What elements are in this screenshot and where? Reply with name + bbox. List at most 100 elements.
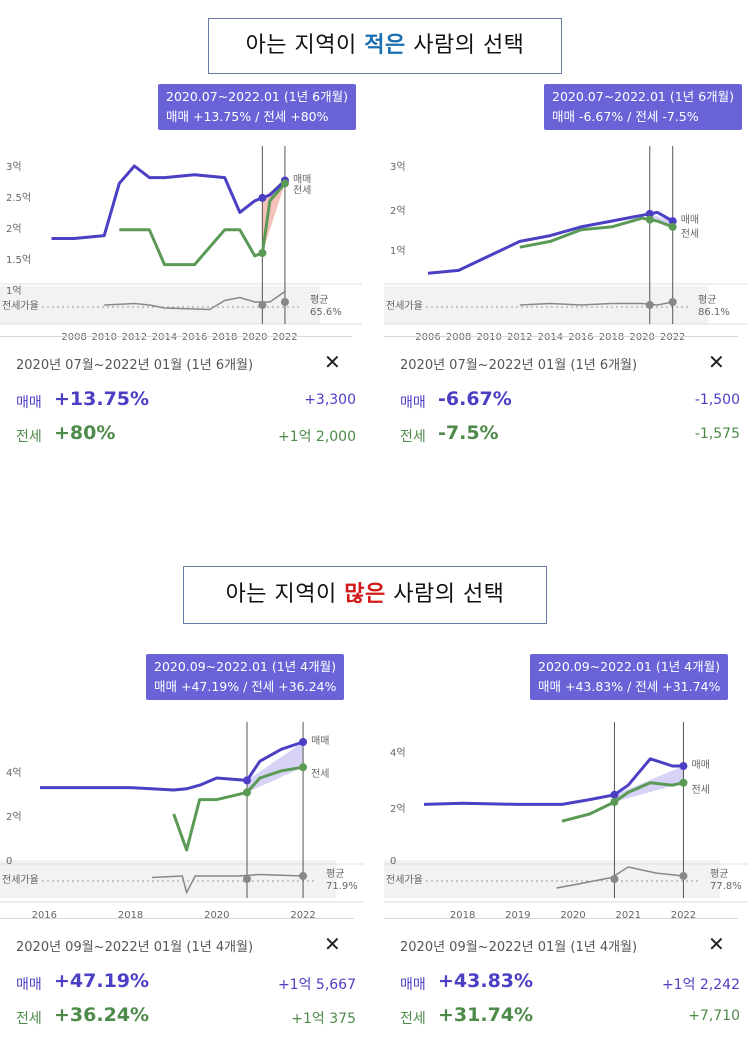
x-tick-label: 2022 bbox=[272, 332, 297, 343]
x-tick-label: 2022 bbox=[660, 332, 685, 343]
y-tick-label: 2.5억 bbox=[6, 192, 31, 204]
y-tick-label: 0 bbox=[390, 856, 396, 867]
x-tick-label: 2014 bbox=[538, 332, 563, 343]
sale-marker bbox=[258, 193, 267, 202]
ratio-label: 전세가율 bbox=[386, 874, 423, 886]
x-tick-label: 2020 bbox=[242, 332, 267, 343]
tooltip-change: 매매 +43.83% / 전세 +31.74% bbox=[538, 679, 721, 694]
ratio-marker bbox=[243, 875, 251, 883]
sale-marker bbox=[299, 738, 308, 746]
jeonse-label: 전세 bbox=[16, 1011, 42, 1027]
x-tick-label: 2019 bbox=[505, 910, 530, 921]
summary-divider bbox=[0, 918, 354, 919]
ratio-label: 전세가율 bbox=[386, 300, 423, 312]
ratio-marker bbox=[258, 301, 267, 309]
ratio-marker bbox=[280, 298, 289, 306]
x-tick-label: 2008 bbox=[446, 332, 471, 343]
close-icon[interactable]: ✕ bbox=[324, 932, 341, 956]
sale-amount: +1억 2,242 bbox=[661, 977, 740, 993]
y-tick-label: 3억 bbox=[390, 161, 406, 173]
jeonse-amount: +1억 375 bbox=[291, 1011, 356, 1027]
y-tick-label: 2억 bbox=[390, 803, 406, 815]
jeonse-summary-row: 전세 +31.74% +7,710 bbox=[400, 1004, 740, 1030]
ratio-line bbox=[556, 866, 684, 889]
jeonse-percent: -7.5% bbox=[438, 422, 499, 444]
legend-sale: 매매 bbox=[293, 174, 311, 186]
jeonse-percent: +80% bbox=[54, 422, 116, 444]
avg-value: 71.9% bbox=[326, 881, 358, 892]
sale-summary-row: 매매 +13.75% +3,300 bbox=[16, 388, 356, 414]
x-tick-label: 2010 bbox=[476, 332, 501, 343]
y-tick-label: 1.5억 bbox=[6, 254, 31, 266]
section-title-highlight: 적은 bbox=[364, 33, 406, 58]
section-title-many: 아는 지역이 많은 사람의 선택 bbox=[183, 566, 547, 624]
summary-date: 2020년 07월~2022년 01월 (1년 6개월) bbox=[400, 358, 638, 373]
avg-value: 86.1% bbox=[698, 307, 730, 318]
ratio-line bbox=[519, 301, 673, 306]
x-tick-label: 2018 bbox=[450, 910, 475, 921]
legend-sale: 매매 bbox=[681, 214, 699, 226]
tooltip-range: 2020.09~2022.01 (1년 4개월) bbox=[538, 659, 720, 674]
x-tick-label: 2014 bbox=[152, 332, 177, 343]
x-tick-label: 2016 bbox=[568, 332, 593, 343]
section-title-highlight: 많은 bbox=[344, 582, 386, 607]
avg-label: 평균 bbox=[310, 294, 328, 306]
legend-jeonse: 전세 bbox=[681, 228, 699, 240]
chart-panel-4: 4억 2억 0 전세가율 평균 77.8% 2018 2019 2020 2021 2022 매매 전세… bbox=[384, 654, 748, 1044]
ratio-marker bbox=[610, 875, 619, 883]
section-title-post: 사람의 선택 bbox=[405, 33, 525, 58]
tooltip-range: 2020.09~2022.01 (1년 4개월) bbox=[154, 659, 336, 674]
sale-marker bbox=[668, 217, 677, 226]
sale-amount: +3,300 bbox=[304, 392, 356, 408]
ratio-label: 전세가율 bbox=[2, 874, 39, 886]
section-title-pre: 아는 지역이 bbox=[225, 582, 345, 607]
close-icon[interactable]: ✕ bbox=[708, 932, 725, 956]
summary-date: 2020년 07월~2022년 01월 (1년 6개월) bbox=[16, 358, 254, 373]
jeonse-summary-row: 전세 +36.24% +1억 375 bbox=[16, 1004, 356, 1030]
sale-marker bbox=[243, 776, 251, 785]
x-tick-label: 2021 bbox=[616, 910, 641, 921]
ratio-label: 전세가율 bbox=[2, 300, 39, 312]
jeonse-amount: +1억 2,000 bbox=[277, 429, 356, 445]
jeonse-label: 전세 bbox=[400, 1011, 426, 1027]
jeonse-amount: -1,575 bbox=[694, 426, 740, 442]
jeonse-marker bbox=[645, 215, 654, 224]
avg-label: 평균 bbox=[326, 868, 344, 880]
close-icon[interactable]: ✕ bbox=[708, 350, 725, 374]
jeonse-marker bbox=[610, 798, 619, 806]
x-tick-label: 2020 bbox=[560, 910, 585, 921]
selection-band bbox=[262, 180, 285, 253]
avg-value: 77.8% bbox=[710, 881, 742, 892]
tooltip-change: 매매 +47.19% / 전세 +36.24% bbox=[154, 679, 337, 694]
sale-percent: +13.75% bbox=[54, 388, 150, 410]
avg-label: 평균 bbox=[698, 294, 716, 306]
summary-divider bbox=[0, 336, 352, 337]
ratio-marker bbox=[679, 872, 688, 880]
ratio-marker bbox=[668, 298, 677, 306]
x-tick-label: 2008 bbox=[61, 332, 86, 343]
jeonse-line bbox=[172, 765, 304, 852]
range-tooltip: 2020.09~2022.01 (1년 4개월) 매매 +43.83% / 전세 … bbox=[530, 654, 729, 700]
sale-amount: -1,500 bbox=[694, 392, 740, 408]
jeonse-amount: +7,710 bbox=[688, 1008, 740, 1024]
range-tooltip: 2020.07~2022.01 (1년 6개월) 매매 +13.75% / 전세 … bbox=[158, 84, 356, 130]
y-tick-label: 4억 bbox=[6, 767, 22, 779]
tooltip-change: 매매 -6.67% / 전세 -7.5% bbox=[552, 109, 699, 124]
sale-marker bbox=[610, 790, 619, 799]
section-title-pre: 아는 지역이 bbox=[245, 33, 365, 58]
sale-label: 매매 bbox=[16, 977, 42, 993]
y-tick-label: 3억 bbox=[6, 161, 22, 173]
x-tick-label: 2012 bbox=[507, 332, 532, 343]
selection-band bbox=[247, 742, 304, 793]
sale-marker bbox=[679, 762, 688, 770]
close-icon[interactable]: ✕ bbox=[324, 350, 341, 374]
sale-percent: +47.19% bbox=[54, 970, 150, 992]
legend-jeonse: 전세 bbox=[311, 768, 329, 780]
tooltip-range: 2020.07~2022.01 (1년 6개월) bbox=[552, 89, 734, 104]
ratio-zone bbox=[384, 860, 720, 898]
tooltip-range: 2020.07~2022.01 (1년 6개월) bbox=[166, 89, 348, 104]
sale-summary-row: 매매 +43.83% +1억 2,242 bbox=[400, 970, 740, 996]
x-tick-label: 2006 bbox=[415, 332, 440, 343]
